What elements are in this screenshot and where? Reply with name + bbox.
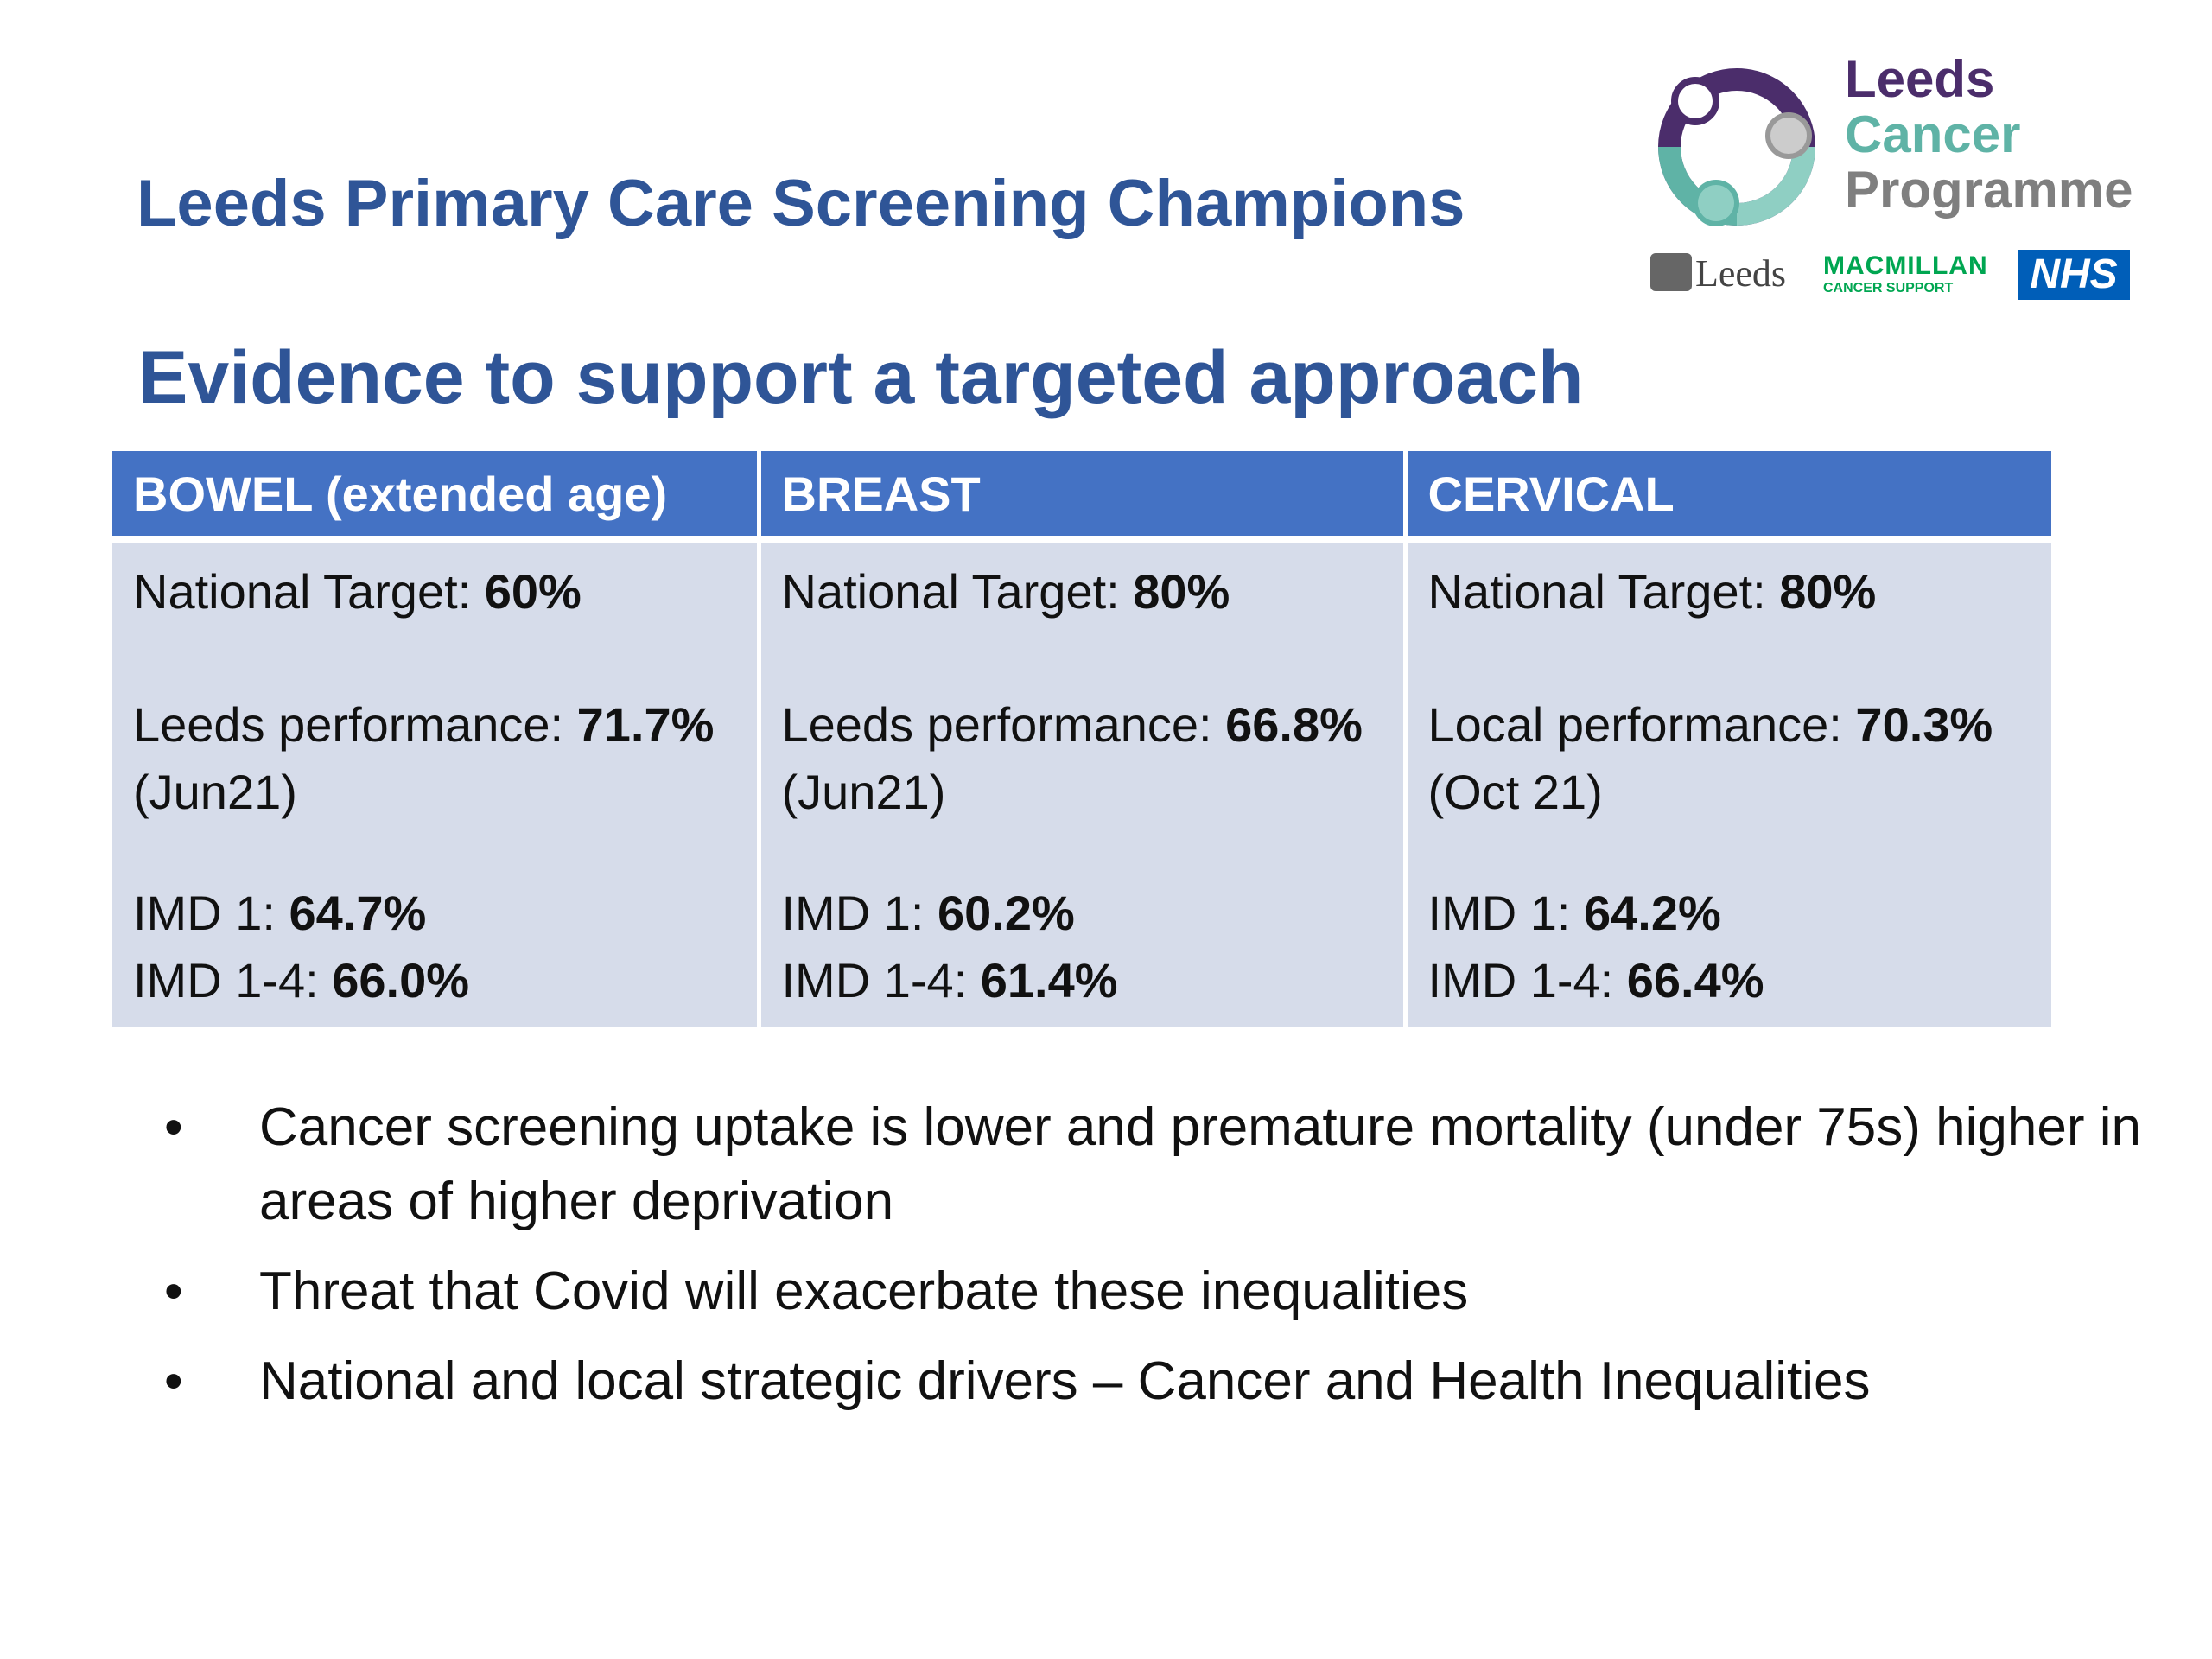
target-label: National Target: <box>133 564 485 619</box>
page-title: Leeds Primary Care Screening Champions <box>137 167 1465 240</box>
column-header-bowel: BOWEL (extended age) <box>112 451 761 543</box>
imd1-label: IMD 1: <box>781 886 938 940</box>
bullet-text: Threat that Covid will exacerbate these … <box>259 1262 1469 1321</box>
macmillan-logo: MACMILLAN CANCER SUPPORT <box>1823 253 1988 300</box>
leeds-cancer-programme-logo: Leeds Cancer Programme Leeds MACMILLAN CA… <box>1650 48 2160 307</box>
imd14-label: IMD 1-4: <box>1427 953 1627 1007</box>
target-value: 80% <box>1779 564 1877 619</box>
logo-line-2: Cancer <box>1845 105 2021 163</box>
imd14-value: 66.4% <box>1626 953 1764 1007</box>
target-line: National Target: 80% <box>1428 558 2031 626</box>
nhs-logo: NHS <box>2018 250 2130 300</box>
column-header-cervical: CERVICAL <box>1405 451 2051 543</box>
list-item: • Threat that Covid will exacerbate these… <box>164 1255 2212 1329</box>
breast-cell: National Target: 80% Leeds performance: … <box>759 539 1408 1027</box>
column-header-breast: BREAST <box>759 451 1408 543</box>
performance-date: (Jun21) <box>133 765 297 819</box>
target-value: 60% <box>484 564 582 619</box>
performance-value: 71.7% <box>576 697 715 752</box>
logo-line-1: Leeds <box>1845 50 1995 108</box>
table-row: National Target: 60% Leeds performance: … <box>112 539 2051 1027</box>
leeds-city-council-logo: Leeds <box>1650 251 1786 296</box>
imd1-line: IMD 1: 64.7% <box>133 880 736 947</box>
target-value: 80% <box>1133 564 1230 619</box>
screening-table: BOWEL (extended age) BREAST CERVICAL Nat… <box>112 451 2051 1027</box>
imd14-value: 66.0% <box>332 953 470 1007</box>
leeds-council-text: Leeds <box>1695 252 1787 295</box>
macmillan-subtext: CANCER SUPPORT <box>1823 281 1954 296</box>
imd14-line: IMD 1-4: 66.4% <box>1428 947 2031 1014</box>
imd1-label: IMD 1: <box>133 886 289 940</box>
imd14-line: IMD 1-4: 66.0% <box>133 947 736 1014</box>
cervical-cell: National Target: 80% Local performance: … <box>1405 539 2051 1027</box>
imd1-value: 64.7% <box>289 886 427 940</box>
performance-value: 70.3% <box>1855 697 1993 752</box>
performance-date: (Oct 21) <box>1427 765 1603 819</box>
bullet-icon: • <box>164 1351 183 1411</box>
imd14-label: IMD 1-4: <box>133 953 333 1007</box>
bullet-text: National and local strategic drivers – C… <box>259 1351 1871 1411</box>
performance-label: Local performance: <box>1427 697 1856 752</box>
logo-text: Leeds Cancer Programme <box>1845 52 2133 218</box>
performance-label: Leeds performance: <box>133 697 577 752</box>
target-label: National Target: <box>781 564 1134 619</box>
bullet-icon: • <box>164 1262 183 1321</box>
performance-date: (Jun21) <box>781 765 946 819</box>
performance-line: Leeds performance: 66.8% <box>782 691 1382 759</box>
partner-logos: Leeds MACMILLAN CANCER SUPPORT NHS <box>1650 245 2160 305</box>
performance-label: Leeds performance: <box>781 697 1226 752</box>
bullet-icon: • <box>164 1097 183 1157</box>
imd14-label: IMD 1-4: <box>781 953 981 1007</box>
imd1-label: IMD 1: <box>1427 886 1584 940</box>
target-label: National Target: <box>1427 564 1780 619</box>
performance-line: Local performance: 70.3% <box>1428 691 2031 759</box>
imd14-value: 61.4% <box>980 953 1118 1007</box>
bullet-text: Cancer screening uptake is lower and pre… <box>259 1097 2141 1231</box>
imd14-line: IMD 1-4: 61.4% <box>782 947 1382 1014</box>
imd1-value: 60.2% <box>937 886 1075 940</box>
list-item: • National and local strategic drivers – … <box>164 1344 2212 1419</box>
bullet-list: • Cancer screening uptake is lower and pr… <box>164 1090 2212 1434</box>
performance-value: 66.8% <box>1225 697 1363 752</box>
imd1-line: IMD 1: 60.2% <box>782 880 1382 947</box>
macmillan-text: MACMILLAN <box>1823 251 1988 280</box>
imd1-line: IMD 1: 64.2% <box>1428 880 2031 947</box>
section-heading: Evidence to support a targeted approach <box>138 336 1584 419</box>
bowel-cell: National Target: 60% Leeds performance: … <box>112 539 761 1027</box>
list-item: • Cancer screening uptake is lower and pr… <box>164 1090 2212 1239</box>
logo-ring-icon <box>1658 68 1815 226</box>
crest-icon <box>1650 253 1692 291</box>
table-header-row: BOWEL (extended age) BREAST CERVICAL <box>112 451 2051 543</box>
target-line: National Target: 60% <box>133 558 736 626</box>
performance-line: Leeds performance: 71.7% <box>133 691 736 759</box>
logo-line-3: Programme <box>1845 161 2133 219</box>
imd1-value: 64.2% <box>1583 886 1721 940</box>
target-line: National Target: 80% <box>782 558 1382 626</box>
